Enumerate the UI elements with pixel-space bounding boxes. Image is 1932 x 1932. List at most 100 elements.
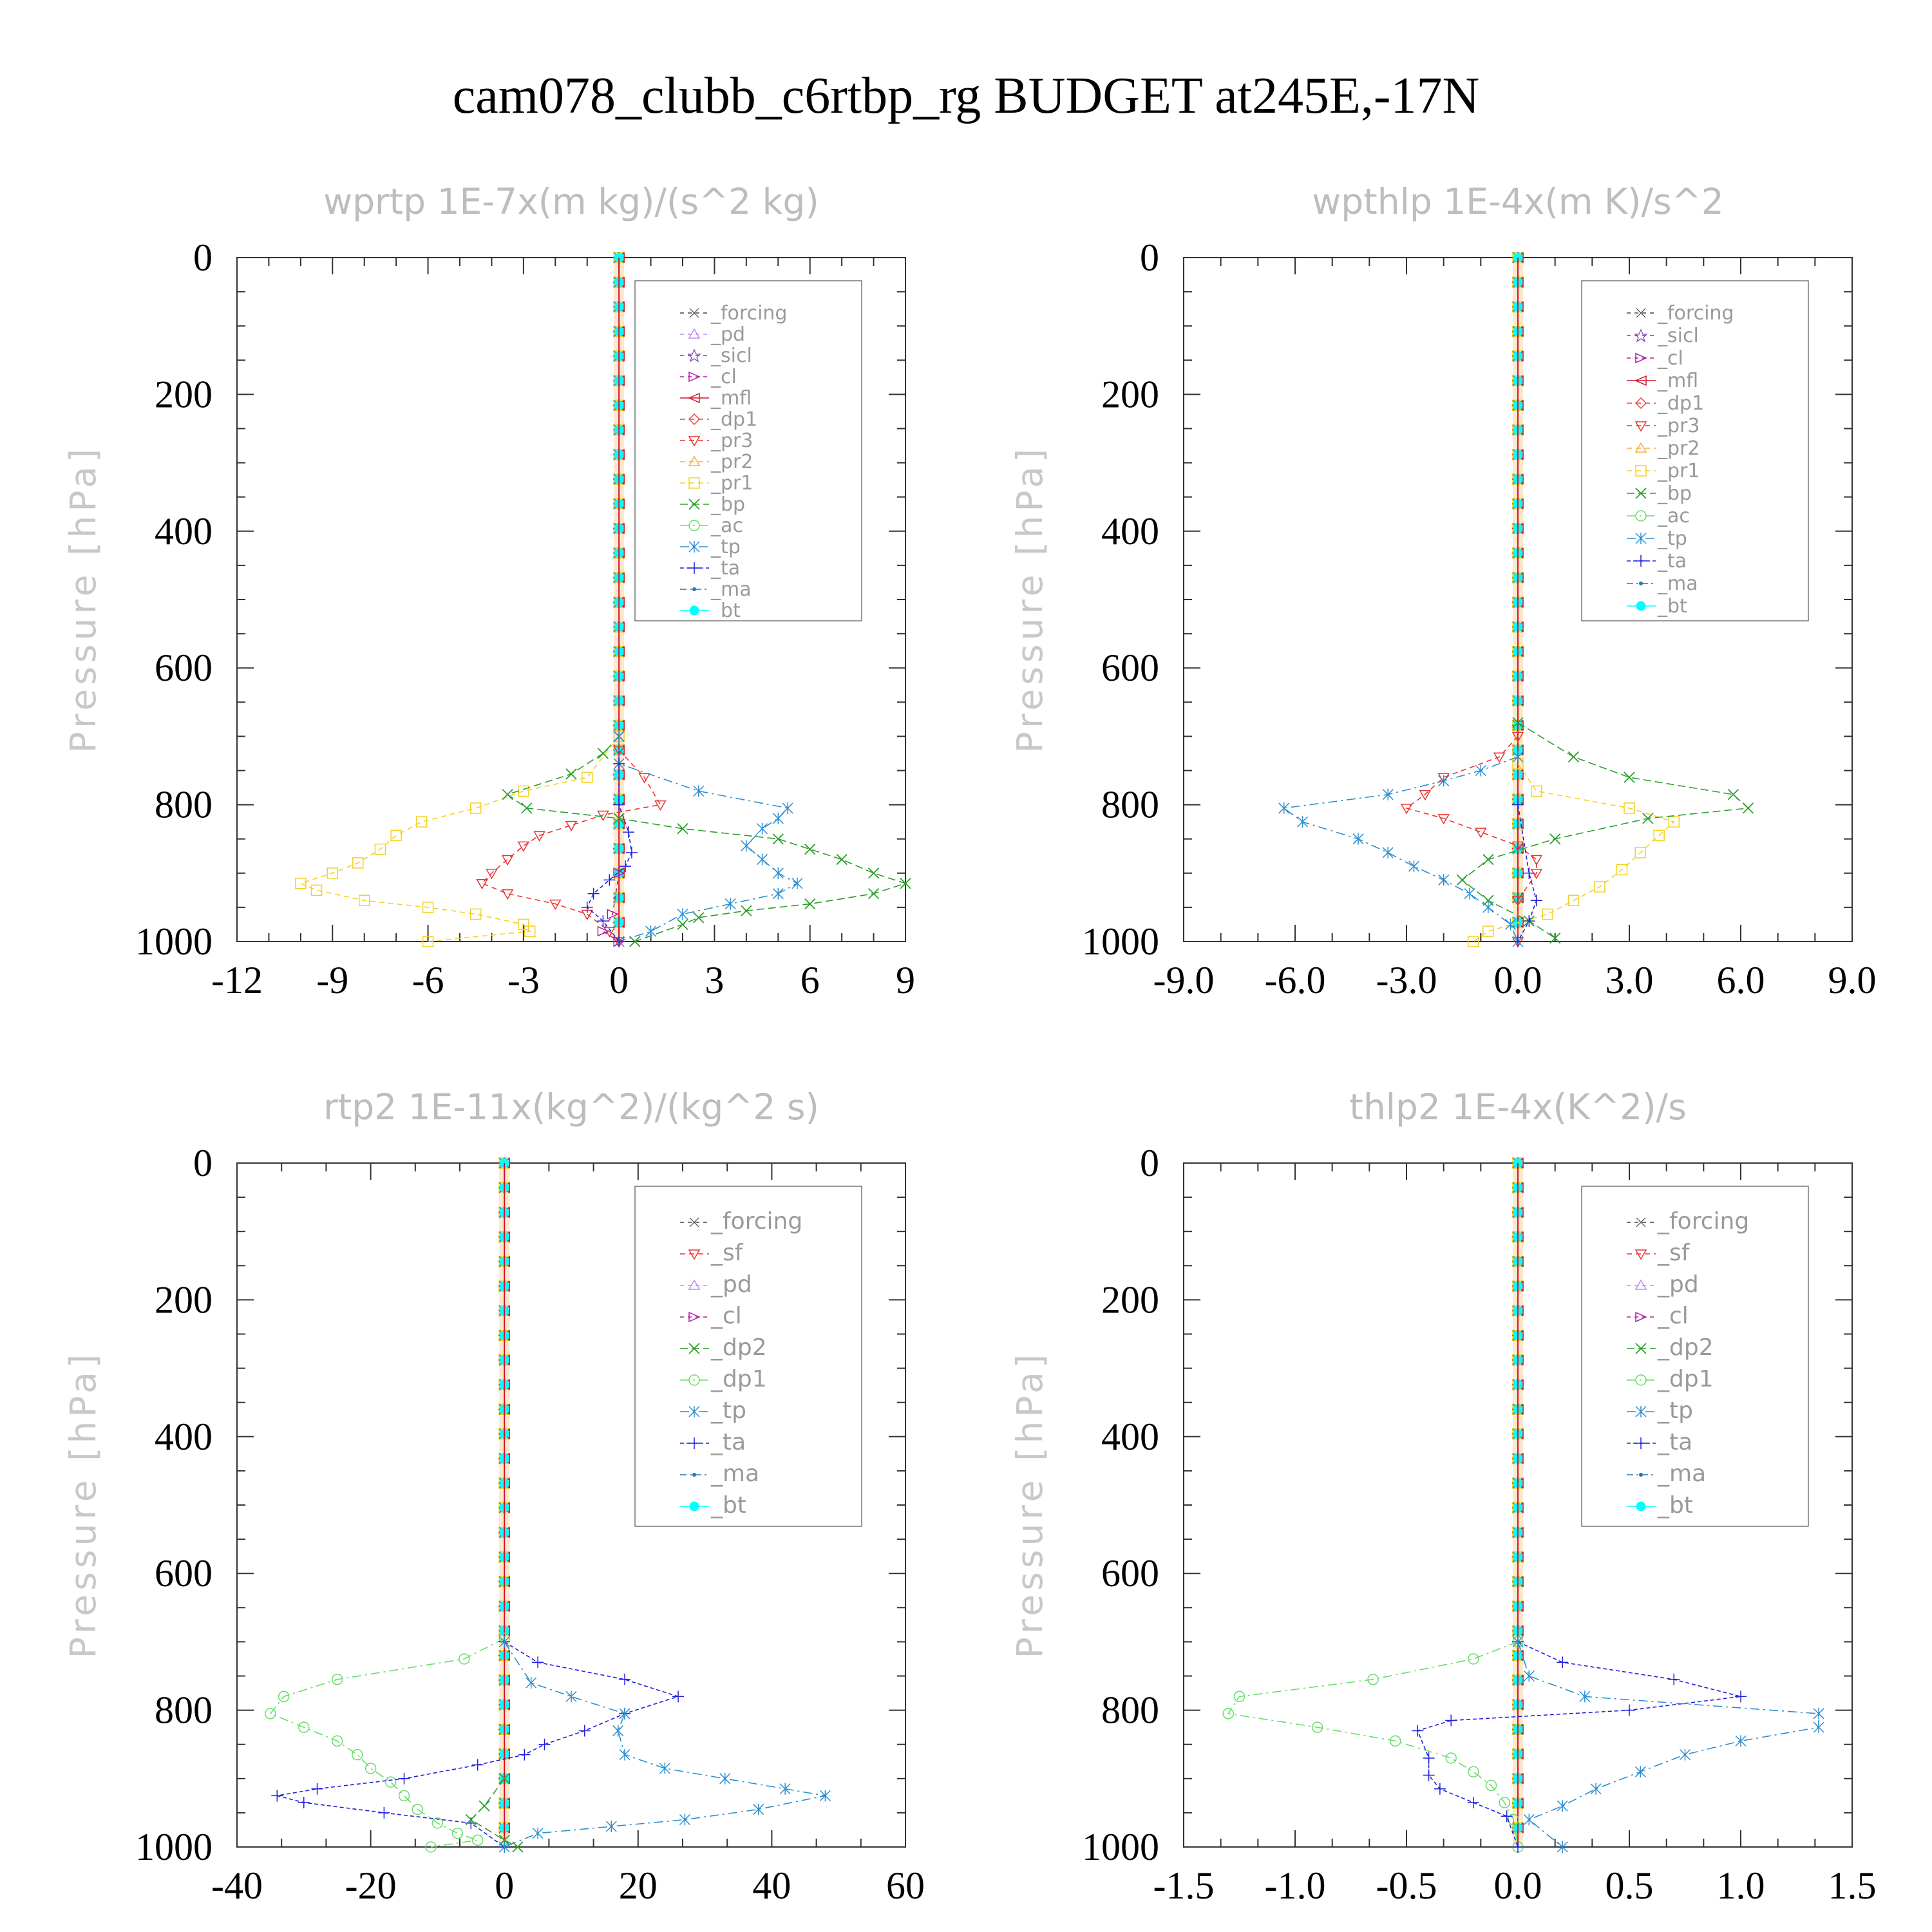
y-axis-label: Pressure [hPa] bbox=[62, 1350, 104, 1659]
data-point-tp bbox=[1590, 1783, 1602, 1795]
x-tick-label: 9.0 bbox=[1828, 959, 1877, 1001]
x-tick-label: -9.0 bbox=[1153, 959, 1215, 1001]
legend-marker-tp bbox=[688, 1406, 700, 1417]
data-point-pr3 bbox=[1511, 841, 1524, 852]
data-point-pr3 bbox=[517, 841, 530, 852]
legend-marker-bt bbox=[689, 605, 699, 616]
data-point-bp bbox=[804, 898, 816, 910]
legend-label: _pd bbox=[710, 323, 745, 346]
data-point-bp bbox=[867, 888, 880, 900]
series-ta bbox=[1512, 799, 1542, 947]
data-point-bp bbox=[772, 833, 784, 845]
data-point-tp bbox=[1679, 1748, 1691, 1761]
y-tick-label: 1000 bbox=[1082, 1826, 1159, 1868]
series-line-ta bbox=[586, 763, 632, 942]
data-point-tp bbox=[677, 908, 688, 920]
y-tick-label: 800 bbox=[155, 1689, 213, 1732]
legend-marker-sicl bbox=[1634, 328, 1648, 343]
data-point-ta bbox=[538, 1738, 551, 1750]
data-point-ac bbox=[459, 1653, 470, 1665]
legend-marker-sicl bbox=[687, 348, 701, 363]
data-point-ta bbox=[1512, 936, 1524, 947]
data-point-pr1 bbox=[1567, 895, 1580, 907]
data-point-ac bbox=[1499, 1797, 1510, 1808]
legend-label: _ta bbox=[1657, 1429, 1692, 1455]
legend-label: _bt bbox=[1657, 1492, 1693, 1519]
data-point-bp bbox=[677, 823, 688, 835]
data-point-tp bbox=[1475, 764, 1486, 777]
series-pr3 bbox=[476, 745, 667, 948]
series-line-ac bbox=[269, 1638, 505, 1848]
data-point-tp bbox=[772, 867, 784, 879]
x-tick-label: -1.5 bbox=[1153, 1864, 1215, 1907]
x-tick-label: 6.0 bbox=[1717, 959, 1765, 1001]
data-point-bp bbox=[804, 843, 816, 855]
data-point-bp bbox=[565, 768, 577, 780]
legend-box bbox=[634, 280, 862, 621]
data-point-ac bbox=[1468, 1653, 1479, 1665]
legend: _forcing _sf _pd _cl _dp2 _dp1 _tp _ta _ma _bt bbox=[1581, 1186, 1809, 1527]
legend-label: _dp2 bbox=[710, 1334, 767, 1361]
data-point-pr3 bbox=[1437, 814, 1450, 825]
data-point-tp bbox=[645, 925, 657, 938]
data-point-pr1 bbox=[1668, 816, 1680, 828]
data-point-tp bbox=[1523, 1670, 1535, 1682]
data-point-tp bbox=[724, 898, 736, 910]
y-tick-label: 800 bbox=[1101, 784, 1159, 826]
data-point-dp2 bbox=[498, 1834, 510, 1846]
data-point-pr3 bbox=[476, 878, 488, 890]
series-line-tp bbox=[1517, 1642, 1819, 1848]
data-point-pr3 bbox=[597, 810, 609, 822]
data-point-ta bbox=[471, 1759, 484, 1771]
legend-marker-bp bbox=[688, 498, 700, 510]
data-point-tp bbox=[532, 1827, 544, 1839]
legend-marker-ma bbox=[1639, 582, 1643, 585]
legend-label: _sf bbox=[710, 1240, 744, 1266]
data-point-pr1 bbox=[327, 867, 339, 879]
x-tick-label: 20 bbox=[619, 1864, 658, 1907]
y-tick-label: 0 bbox=[193, 1142, 213, 1184]
legend-label: _forcing bbox=[710, 1208, 802, 1235]
legend-marker-pr3 bbox=[1634, 421, 1647, 432]
data-point-tp bbox=[791, 877, 803, 889]
legend-label: _ta bbox=[1657, 550, 1687, 573]
legend-label: _pr3 bbox=[1657, 415, 1700, 437]
data-point-bp bbox=[1642, 813, 1654, 824]
legend-marker-pd bbox=[688, 328, 701, 339]
data-point-ta bbox=[625, 846, 638, 858]
series-line-tp bbox=[618, 736, 799, 942]
data-point-ac bbox=[1367, 1674, 1379, 1685]
legend-label: _cl bbox=[1657, 347, 1683, 370]
y-tick-label: 0 bbox=[1140, 1142, 1159, 1184]
data-point-ta bbox=[1523, 915, 1535, 927]
data-point-tp bbox=[1278, 802, 1290, 814]
y-tick-label: 800 bbox=[155, 784, 213, 826]
data-point-cl bbox=[613, 867, 626, 878]
legend-label: _ac bbox=[710, 515, 743, 537]
y-axis-label: Pressure [hPa] bbox=[62, 445, 104, 753]
data-point-ac bbox=[1311, 1721, 1323, 1733]
y-tick-label: 200 bbox=[155, 373, 213, 415]
legend-label: _sicl bbox=[710, 345, 752, 367]
data-point-pr1 bbox=[1531, 785, 1542, 797]
data-point-cl bbox=[597, 925, 610, 937]
data-point-ta bbox=[603, 874, 616, 886]
data-point-pr3 bbox=[501, 889, 514, 900]
series-bp bbox=[502, 730, 911, 947]
legend-label: _tp bbox=[1657, 527, 1687, 550]
y-tick-label: 600 bbox=[1101, 1552, 1159, 1595]
panel-title: wpthlp 1E-4x(m K)/s^2 bbox=[1312, 181, 1723, 222]
legend-label: _mfl bbox=[710, 387, 752, 410]
legend-label: _pr2 bbox=[710, 451, 753, 473]
legend-marker-ta bbox=[1635, 555, 1647, 567]
legend-marker-tp bbox=[1635, 533, 1647, 544]
data-point-pr1 bbox=[469, 908, 482, 920]
data-point-pr1 bbox=[1468, 936, 1479, 947]
data-point-pr1 bbox=[295, 877, 307, 889]
data-point-ac bbox=[331, 1674, 343, 1685]
legend-marker-ta bbox=[688, 562, 700, 574]
data-point-ac bbox=[331, 1735, 343, 1747]
legend-label: _bp bbox=[1657, 482, 1692, 505]
data-point-ac bbox=[431, 1817, 444, 1829]
data-point-tp bbox=[1482, 901, 1494, 913]
